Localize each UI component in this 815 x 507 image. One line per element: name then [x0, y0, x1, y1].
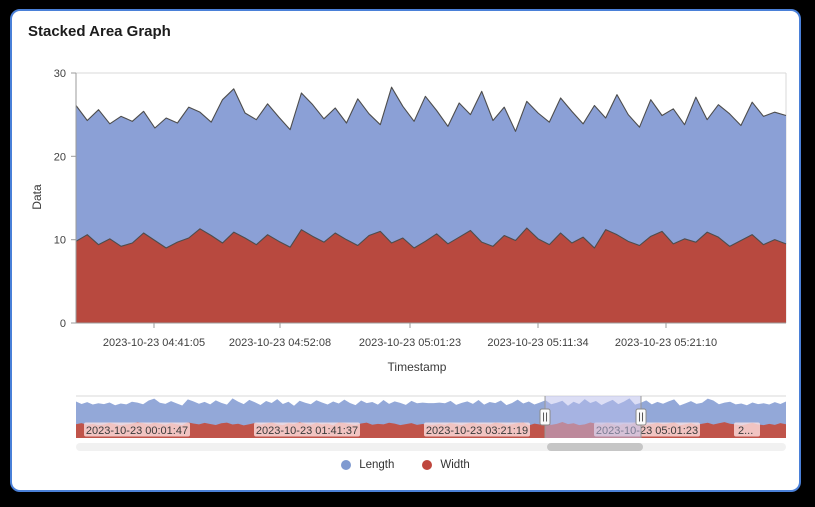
legend-label: Length — [359, 459, 395, 471]
main-plot-area[interactable] — [71, 72, 787, 328]
legend-item-length[interactable]: Length — [341, 459, 394, 471]
stacked-areas[interactable] — [75, 86, 787, 324]
nav-label-bg — [734, 422, 760, 437]
brush-handle-right-icon[interactable] — [635, 408, 647, 426]
nav-tick-label: 2... — [738, 425, 753, 437]
x-tick-label: 2023-10-23 05:11:34 — [487, 337, 588, 349]
range-navigator[interactable]: 2023-10-23 00:01:47 2023-10-23 01:41:37 … — [76, 395, 786, 451]
legend-item-width[interactable]: Width — [422, 459, 470, 471]
x-tick-label: 2023-10-23 05:01:23 — [359, 337, 461, 349]
x-axis-title: Timestamp — [388, 360, 447, 374]
chart-title: Stacked Area Graph — [28, 23, 171, 40]
nav-label-bg — [424, 422, 530, 437]
y-tick-label: 20 — [54, 151, 66, 163]
y-tick-label: 10 — [54, 235, 66, 247]
legend: Length Width — [12, 459, 799, 471]
nav-label-bg — [84, 422, 190, 437]
x-tick-label: 2023-10-23 04:41:05 — [103, 337, 205, 349]
y-tick-label: 30 — [54, 68, 66, 80]
x-tick-label: 2023-10-23 05:21:10 — [615, 337, 717, 349]
scrollbar-track[interactable] — [76, 443, 786, 451]
chart-card: Stacked Area Graph — [10, 9, 801, 492]
scrollbar-thumb[interactable] — [547, 443, 644, 451]
area-outline — [75, 227, 787, 249]
area-outline — [75, 86, 787, 132]
chart-canvas: 30 20 10 0 2023-10-23 04:41:05 2023-10-2… — [30, 68, 787, 451]
x-tick-label: 2023-10-23 04:52:08 — [229, 337, 331, 349]
y-tick-label: 0 — [60, 318, 66, 330]
nav-tick-label: 2023-10-23 00:01:47 — [86, 425, 188, 437]
width-series-dot-icon — [422, 460, 433, 470]
y-axis-title: Data — [30, 184, 44, 210]
brush-handle-left-icon[interactable] — [539, 408, 551, 426]
nav-tick-label: 2023-10-23 03:21:19 — [426, 425, 528, 437]
area-fill — [76, 228, 786, 323]
nav-tick-label: 2023-10-23 01:41:37 — [256, 425, 358, 437]
brush-selection[interactable] — [545, 396, 642, 438]
legend-label: Width — [440, 459, 470, 471]
length-series-dot-icon — [341, 460, 352, 470]
nav-label-bg — [254, 422, 360, 437]
